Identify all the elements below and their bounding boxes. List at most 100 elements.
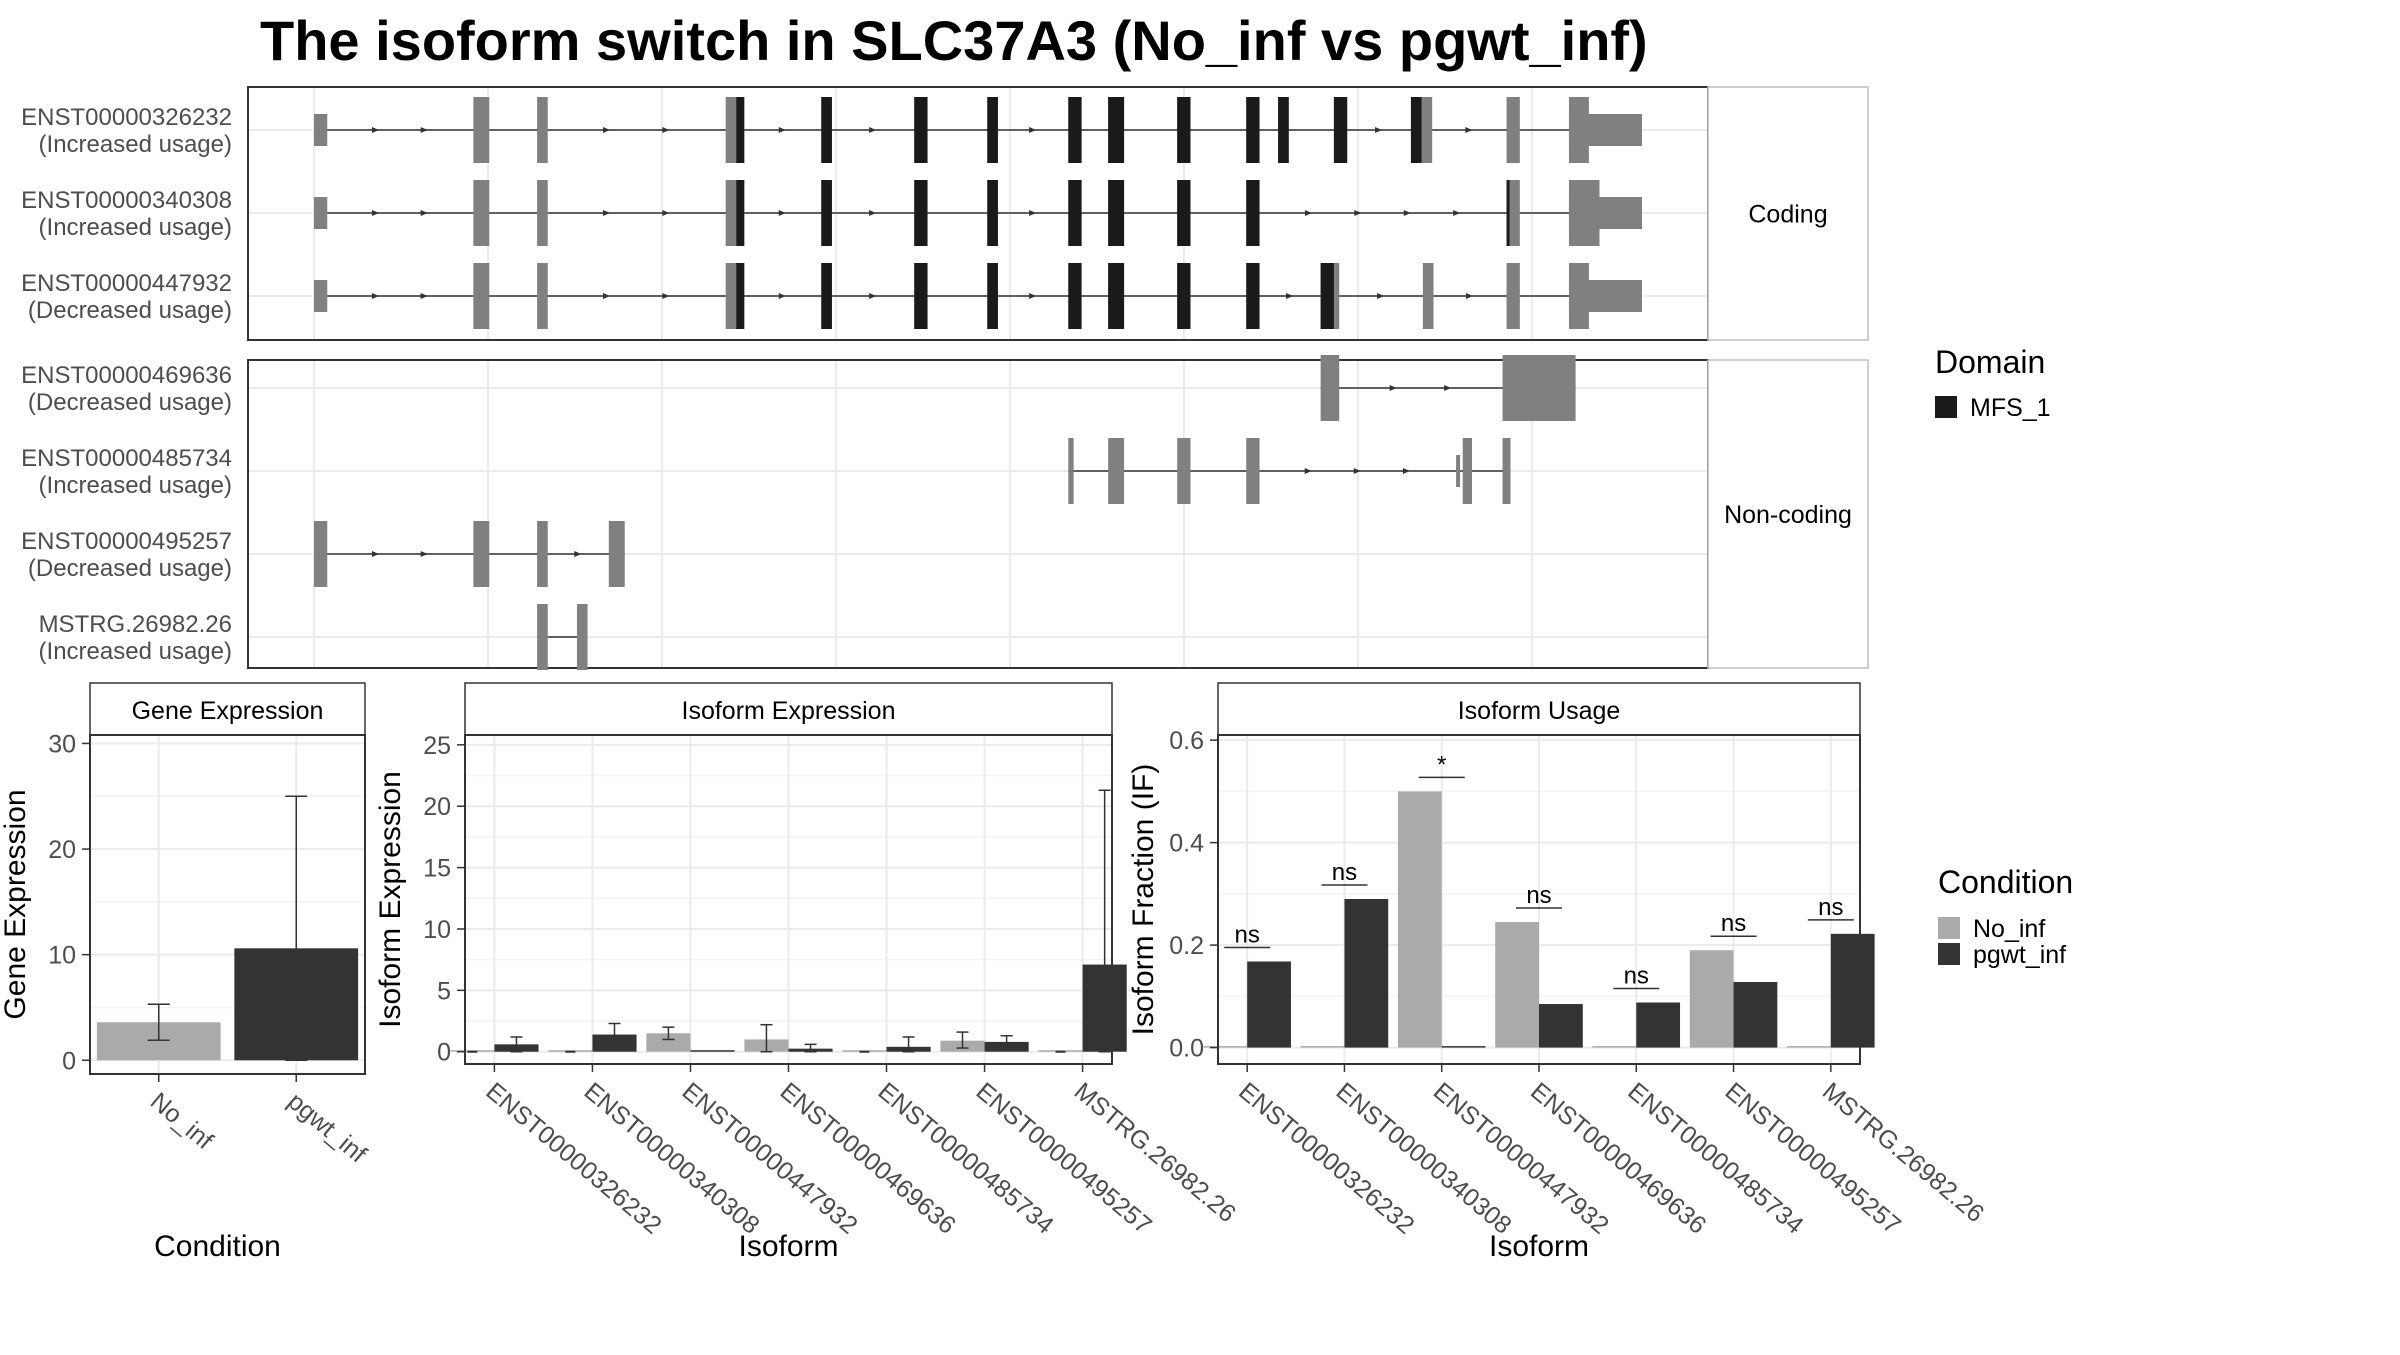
transcript-name: ENST00000326232	[21, 104, 232, 131]
exon	[1462, 438, 1473, 504]
domain-mfs1	[821, 97, 832, 163]
domain-mfs1	[1177, 97, 1191, 163]
exon	[1422, 263, 1434, 329]
x-tick-label: ENST00000485734	[873, 1077, 1059, 1240]
strand-arrow	[778, 210, 786, 216]
transcript-usage: (Increased usage)	[39, 131, 232, 158]
transcript-row: ENST00000485734(Increased usage)	[21, 438, 1511, 504]
strand-arrow	[1286, 293, 1294, 299]
domain-mfs1	[1410, 97, 1422, 163]
exon	[314, 114, 328, 146]
domain-mfs1	[1108, 97, 1125, 163]
significance-label: ns	[1235, 922, 1260, 949]
y-tick-label: 10	[48, 942, 76, 970]
exon	[537, 180, 548, 246]
exon	[473, 521, 490, 587]
strand-arrow	[603, 127, 611, 133]
chart-strip	[89, 682, 366, 736]
strand-arrow	[420, 551, 428, 557]
exon	[1177, 438, 1191, 504]
x-tick-label: ENST00000447932	[1428, 1077, 1614, 1240]
strand-arrow	[1354, 210, 1362, 216]
bar	[1397, 791, 1442, 1048]
strand-arrow	[662, 293, 670, 299]
domain-mfs1	[1246, 180, 1260, 246]
exon	[537, 263, 548, 329]
significance-label: *	[1437, 751, 1446, 778]
bar	[1733, 982, 1778, 1048]
strand-arrow	[1402, 468, 1410, 474]
y-tick-label: 0.0	[1169, 1035, 1204, 1063]
x-axis-title: Isoform	[738, 1230, 838, 1263]
strand-arrow	[574, 551, 582, 557]
legend-key-no-inf	[1938, 917, 1960, 939]
significance-label: ns	[1526, 882, 1551, 909]
domain-legend-key	[1935, 396, 1957, 418]
transcript-panel-border	[247, 359, 1709, 669]
transcript-row: ENST00000495257(Decreased usage)	[21, 521, 625, 587]
x-tick-label: MSTRG.26982.26	[1069, 1077, 1241, 1228]
y-tick-label: 0.6	[1169, 727, 1204, 755]
transcript-name: ENST00000340308	[21, 187, 232, 214]
y-tick-label: 0	[62, 1047, 76, 1075]
strand-arrow	[420, 210, 428, 216]
exon	[473, 180, 490, 246]
strand-arrow	[1029, 210, 1037, 216]
exon	[537, 97, 548, 163]
y-tick-label: 20	[423, 793, 451, 821]
y-axis-title: Gene Expression	[0, 789, 32, 1019]
condition-legend-title: Condition	[1938, 864, 2073, 900]
transcript-row: ENST00000326232(Increased usage)	[21, 97, 1642, 163]
bar	[1636, 1002, 1681, 1048]
y-tick-label: 15	[423, 855, 451, 883]
strand-arrow	[603, 293, 611, 299]
facet-strip-label: Non-coding	[1724, 501, 1852, 529]
facet-strip	[1707, 86, 1869, 341]
domain-mfs1	[821, 180, 832, 246]
domain-mfs1	[1246, 97, 1260, 163]
transcript-name: ENST00000485734	[21, 445, 232, 472]
chart-2: Isoform Usage ns ns * ns ns ns ns 0.0 0.2 0.4 0.6 EN…	[1127, 682, 1989, 1263]
significance-label: ns	[1332, 859, 1357, 886]
bar	[1787, 1046, 1831, 1048]
significance-label: ns	[1818, 894, 1843, 921]
domain-legend: Domain MFS_1	[1935, 344, 2051, 422]
exon	[576, 604, 588, 670]
x-tick-label: ENST00000469636	[1525, 1077, 1711, 1240]
exon	[1456, 455, 1461, 487]
domain-mfs1	[736, 180, 745, 246]
x-tick-label: ENST00000340308	[1331, 1077, 1517, 1240]
strand-arrow	[420, 127, 428, 133]
exon	[314, 197, 328, 229]
transcript-name: ENST00000495257	[21, 528, 232, 555]
x-tick-label: ENST00000340308	[579, 1077, 765, 1240]
x-tick-label: ENST00000495257	[971, 1077, 1157, 1240]
significance-label: ns	[1721, 910, 1746, 937]
chart-border	[89, 734, 366, 1075]
strand-arrow	[662, 127, 670, 133]
bar	[1344, 898, 1389, 1048]
x-tick-label: ENST00000495257	[1720, 1077, 1906, 1240]
domain-mfs1	[1177, 263, 1191, 329]
chart-0: Gene Expression 0 10 20 30 No_inf pgwt_inf Gene…	[0, 682, 372, 1263]
strand-arrow	[371, 210, 379, 216]
x-axis-title: Isoform	[1489, 1230, 1589, 1263]
chart-strip-title: Isoform Usage	[1458, 697, 1621, 725]
y-tick-label: 25	[423, 732, 451, 760]
domain-mfs1	[987, 97, 998, 163]
strand-arrow	[778, 293, 786, 299]
strand-arrow	[1029, 293, 1037, 299]
domain-mfs1	[1068, 97, 1082, 163]
chart-strip	[1217, 682, 1861, 736]
strand-arrow	[1304, 468, 1312, 474]
y-tick-label: 0.2	[1169, 932, 1204, 960]
x-tick-label: No_inf	[145, 1087, 218, 1155]
exon	[1568, 180, 1600, 246]
x-tick-label: ENST00000469636	[775, 1077, 961, 1240]
bar	[1830, 933, 1875, 1048]
exon	[1568, 97, 1589, 163]
figure-title: The isoform switch in SLC37A3 (No_inf vs…	[260, 9, 1648, 72]
exon	[314, 521, 328, 587]
